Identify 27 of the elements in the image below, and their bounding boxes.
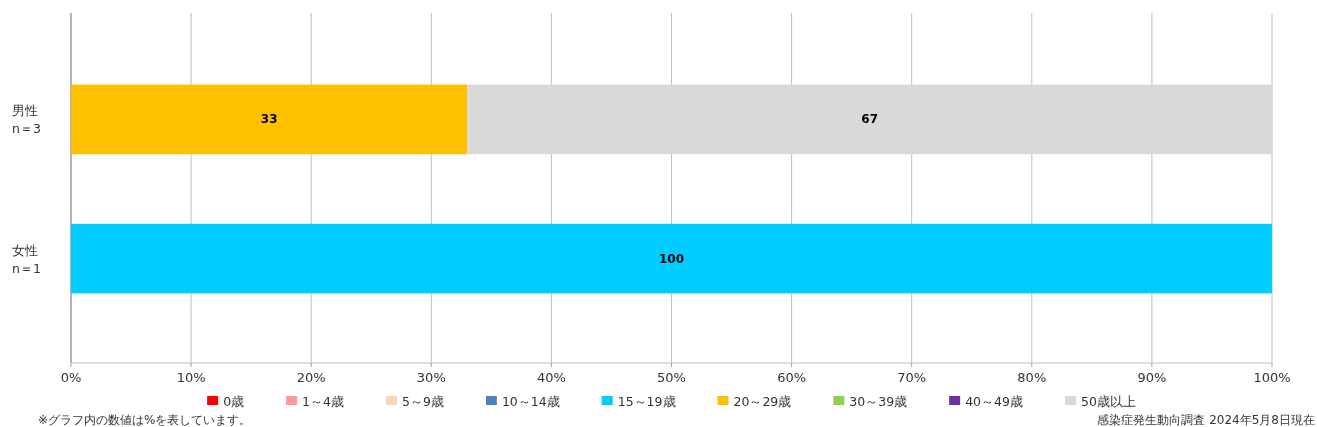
legend-label: 30～39歳 [849, 393, 908, 409]
legend-label: 15～19歳 [617, 393, 676, 409]
data-label: 67 [861, 112, 879, 127]
data-label: 33 [260, 112, 278, 127]
y-tick-label: 女性 n＝1 [12, 242, 41, 276]
legend-label: 1～4歳 [302, 393, 344, 409]
text: ※グラフ内の数値は%を表しています。 [38, 413, 252, 427]
data-label: 100 [658, 251, 685, 266]
x-tick-label: 40% [536, 369, 566, 385]
x-tick-label: 10% [176, 369, 206, 385]
x-tick-label: 80% [1017, 369, 1047, 385]
x-tick-label: 70% [897, 369, 927, 385]
legend-label: 40～49歳 [965, 393, 1023, 409]
x-tick-label: 0% [60, 369, 82, 385]
x-tick-label: 50% [657, 369, 686, 385]
x-tick-label: 30% [416, 369, 446, 385]
text: 感染症発生動向調査 2024年5月8日現在 [1097, 413, 1315, 427]
legend-label: 10～14歳 [501, 393, 560, 409]
legend-label: 0歳 [223, 393, 245, 409]
x-tick-label: 100% [1253, 369, 1291, 385]
x-tick-label: 60% [777, 369, 807, 385]
x-tick-label: 90% [1137, 369, 1167, 385]
legend-label: 5～9歳 [401, 393, 444, 409]
x-tick-label: 20% [296, 369, 326, 385]
legend-label: 50歳以上 [1080, 393, 1136, 409]
legend-label: 20～29歳 [733, 393, 792, 409]
y-tick-label: 男性 n＝3 [12, 102, 41, 136]
